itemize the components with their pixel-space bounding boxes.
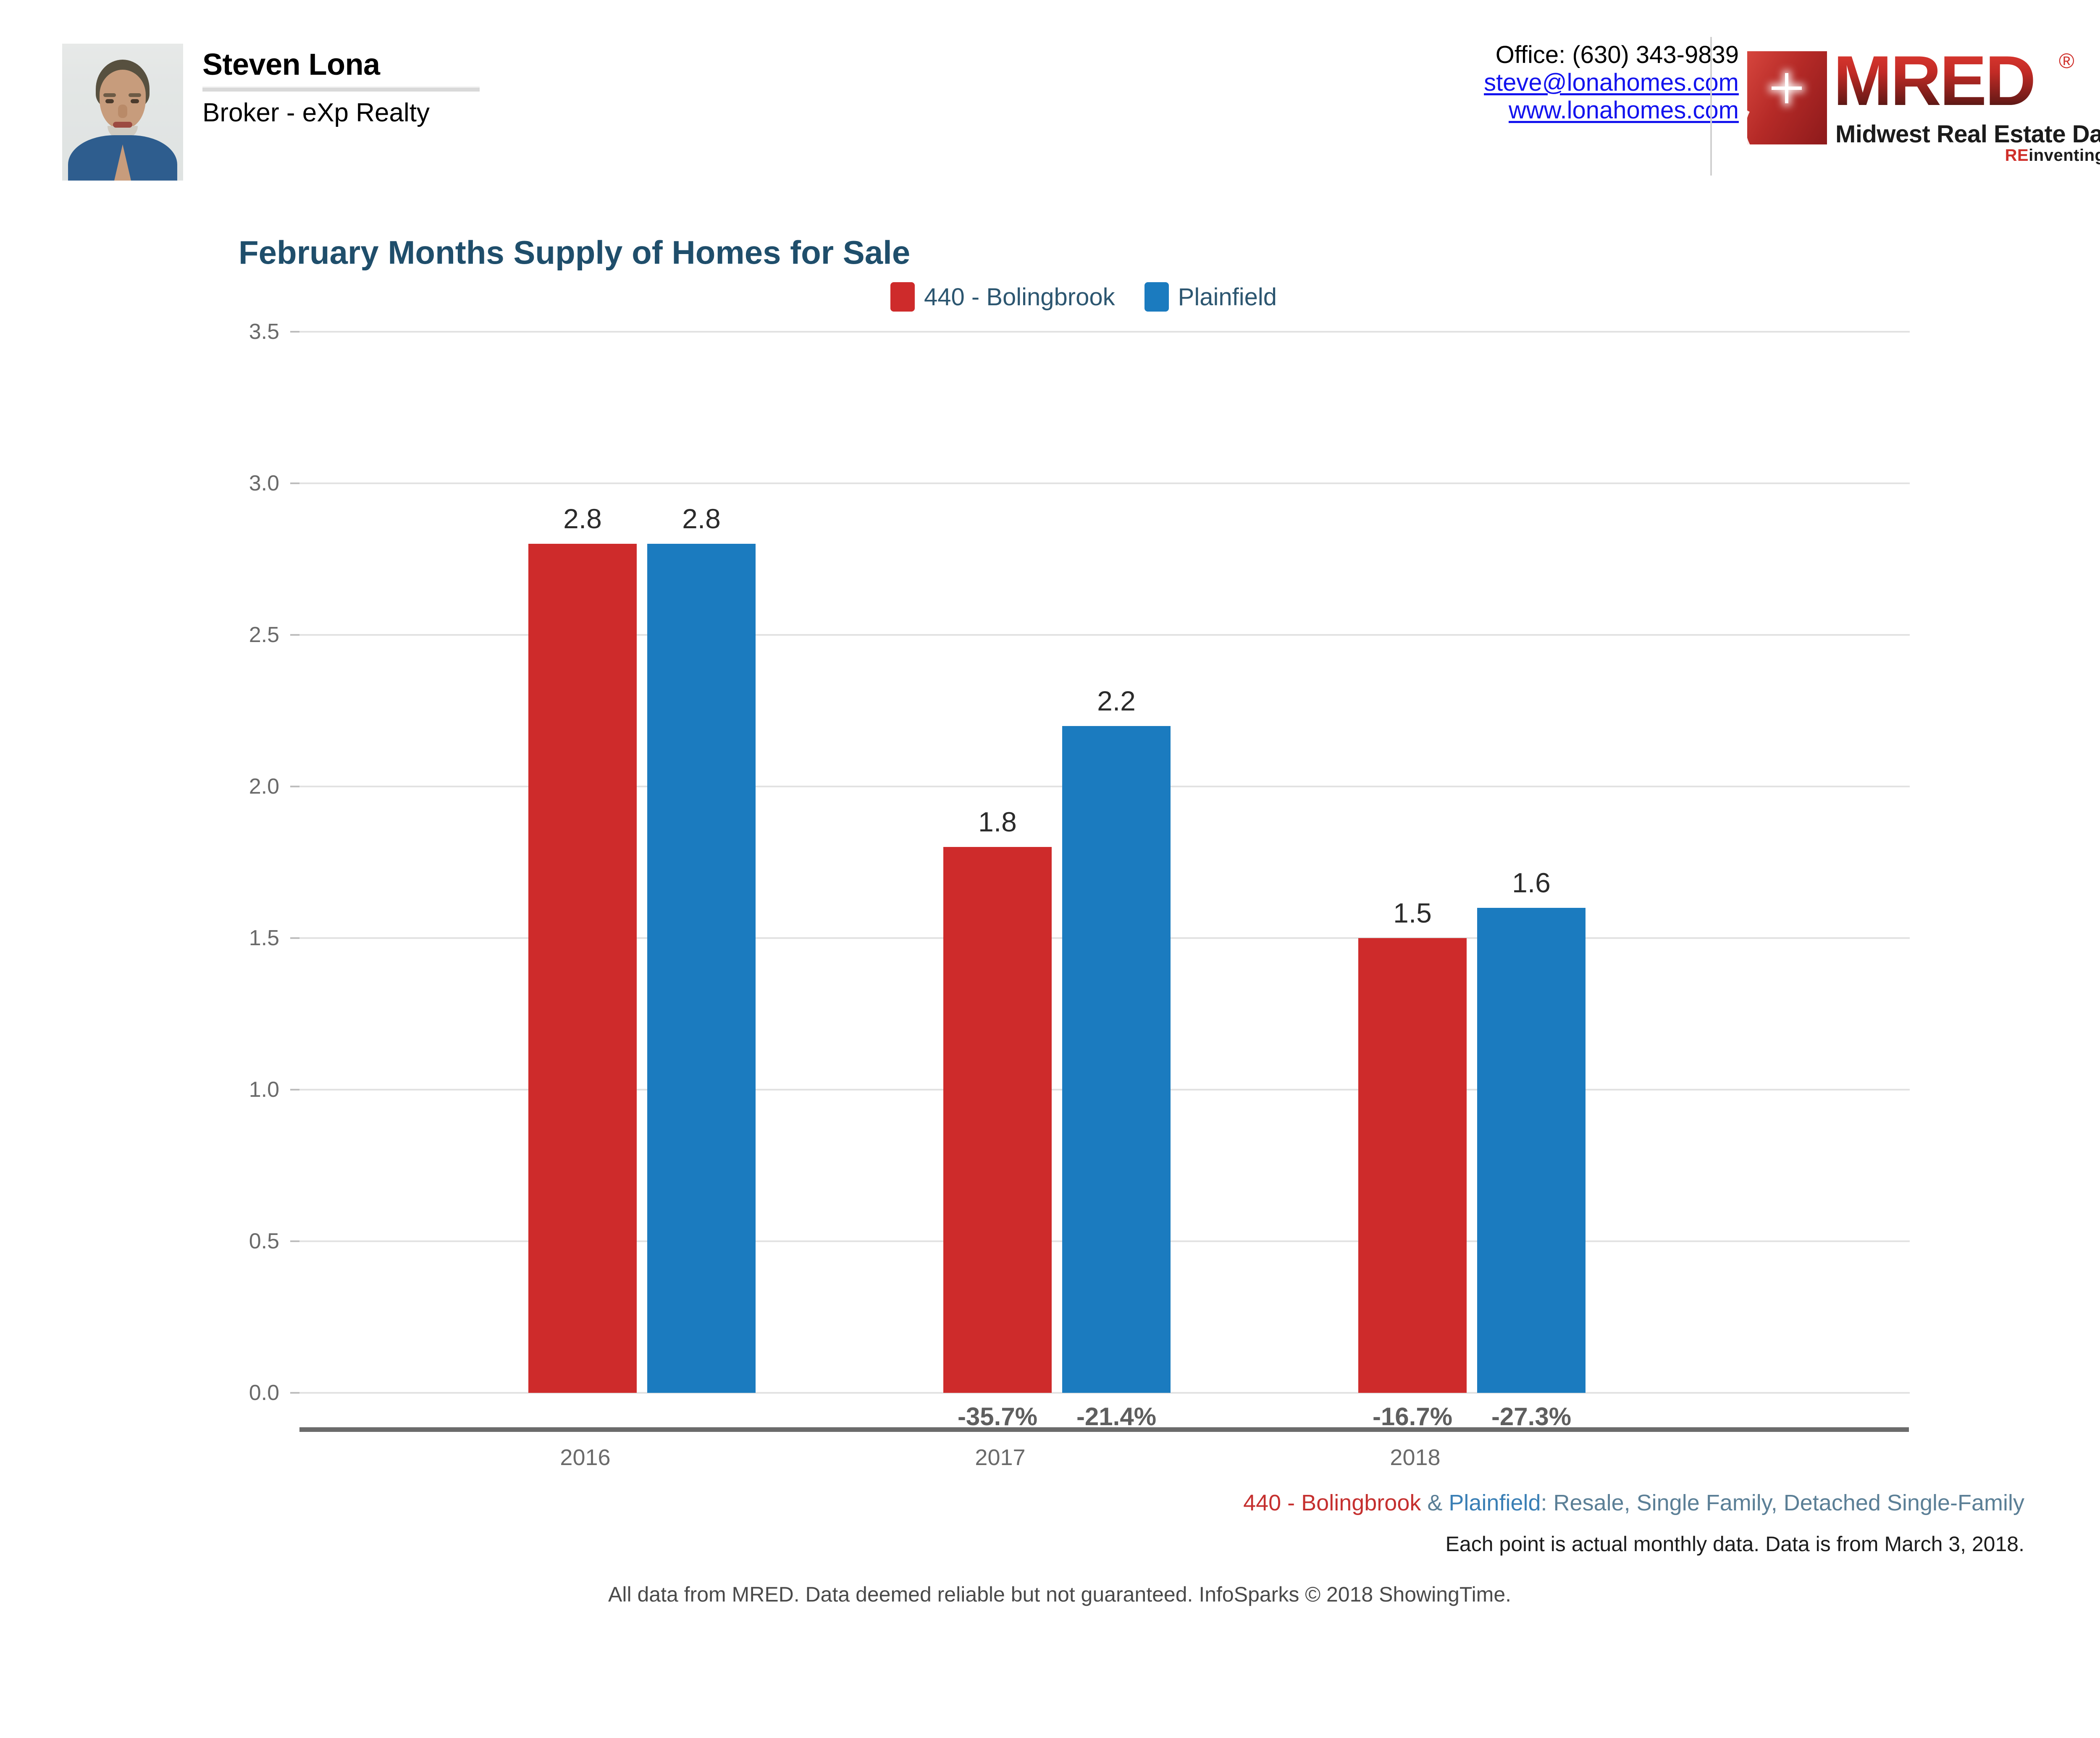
y-axis-tick-mark [290, 1240, 299, 1242]
footer-disclaimer: All data from MRED. Data deemed reliable… [608, 1583, 1512, 1606]
y-axis-tick-label: 0.0 [249, 1381, 279, 1405]
photo-brow-right [129, 93, 141, 97]
legend-label-plainfield: Plainfield [1178, 283, 1277, 311]
bar-change-label: -21.4% [1076, 1402, 1157, 1431]
gridline [299, 634, 1910, 636]
bar-2018-bolingbrook[interactable] [1358, 938, 1467, 1393]
photo-nose [118, 105, 127, 118]
footer-series-blue: Plainfield [1449, 1490, 1541, 1515]
chart-title: February Months Supply of Homes for Sale [239, 234, 911, 271]
y-axis-tick-label: 1.5 [249, 926, 279, 950]
gridline [299, 482, 1910, 484]
agent-identity-block: Steven Lona Broker - eXp Realty [62, 44, 480, 181]
bar-2016-plainfield[interactable] [647, 544, 756, 1393]
bar-value-label: 2.2 [1097, 685, 1136, 716]
y-axis-tick-label: 3.5 [249, 320, 279, 344]
footer-series-amp: & [1421, 1490, 1449, 1515]
footer-series-rest: : Resale, Single Family, Detached Single… [1541, 1490, 2024, 1515]
y-axis-tick-label: 3.0 [249, 471, 279, 495]
bar-2017-bolingbrook[interactable] [943, 847, 1052, 1393]
agent-name: Steven Lona [202, 48, 380, 81]
mred-subtagline: REinventing MLS [2005, 146, 2100, 165]
x-axis-tick-label: 2017 [975, 1445, 1026, 1470]
footer-series-red: 440 - Bolingbrook [1243, 1490, 1421, 1515]
header-vertical-divider [1710, 37, 1712, 176]
page-header: Steven Lona Broker - eXp Realty Office: … [0, 0, 2100, 193]
y-axis-tick-label: 0.5 [249, 1229, 279, 1253]
legend-item-plainfield[interactable]: Plainfield [1144, 282, 1277, 312]
mred-wordmark: MRED [1833, 41, 2036, 120]
footer-series-description: 440 - Bolingbrook & Plainfield: Resale, … [1243, 1490, 2024, 1516]
bar-change-label: -27.3% [1491, 1402, 1572, 1431]
y-axis-tick-mark [290, 634, 299, 636]
legend-item-bolingbrook[interactable]: 440 - Bolingbrook [890, 282, 1115, 312]
bar-change-label: -16.7% [1372, 1402, 1453, 1431]
bar-value-label: 2.8 [682, 503, 721, 535]
photo-mouth [113, 122, 132, 128]
y-axis-tick-mark [290, 1089, 299, 1091]
bar-value-label: 1.6 [1512, 867, 1551, 898]
footer-data-note: Each point is actual monthly data. Data … [1445, 1532, 2024, 1556]
mred-subtagline-accent: RE [2005, 146, 2029, 165]
y-axis-tick-mark [290, 482, 299, 484]
y-axis-tick-label: 2.0 [249, 774, 279, 799]
mred-subtagline-rest: inventing MLS [2029, 146, 2100, 165]
legend-swatch-plainfield [1144, 282, 1169, 312]
bar-2017-plainfield[interactable] [1062, 726, 1171, 1393]
office-phone: Office: (630) 343-9839 [1495, 41, 1739, 68]
chart-plot-area: 2.8 2.8 1.8 2.2 1.5 1.6 [299, 331, 1910, 1394]
registered-trademark-icon: ® [2059, 49, 2074, 73]
y-axis-tick-label: 2.5 [249, 623, 279, 647]
chart-legend: 440 - Bolingbrook Plainfield [890, 282, 1277, 312]
y-axis-tick-mark [290, 937, 299, 939]
y-axis-tick-mark [290, 1392, 299, 1394]
photo-brow-left [103, 93, 116, 97]
legend-label-bolingbrook: 440 - Bolingbrook [924, 283, 1115, 311]
y-axis-tick-mark [290, 786, 299, 787]
photo-eye-left [105, 99, 114, 103]
y-axis-tick-label: 1.0 [249, 1077, 279, 1102]
bar-2016-bolingbrook[interactable] [528, 544, 637, 1393]
legend-swatch-bolingbrook [890, 282, 915, 312]
bar-value-label: 1.8 [978, 806, 1017, 838]
agent-text-block: Steven Lona Broker - eXp Realty [202, 44, 480, 126]
bar-value-label: 2.8 [563, 503, 602, 535]
x-axis-tick-label: 2016 [560, 1445, 611, 1470]
mred-badge-icon [1747, 51, 1827, 144]
agent-photo [62, 44, 183, 181]
x-axis-tick-label: 2018 [1390, 1445, 1441, 1470]
x-axis-line [299, 1427, 1909, 1432]
photo-eye-right [131, 99, 139, 103]
y-axis-tick-mark [290, 331, 299, 333]
mred-logo: MRED ® Midwest Real Estate Data REinvent… [1747, 45, 2100, 167]
y-axis: 0.0 0.5 1.0 1.5 2.0 2.5 3.0 3.5 [0, 320, 299, 1405]
website-link[interactable]: www.lonahomes.com [1509, 97, 1739, 124]
bar-2018-plainfield[interactable] [1477, 907, 1586, 1393]
bar-change-label: -35.7% [957, 1402, 1038, 1431]
bar-value-label: 1.5 [1393, 897, 1432, 928]
agent-divider-rule [202, 87, 480, 92]
gridline [299, 331, 1910, 333]
agent-role: Broker - eXp Realty [202, 98, 430, 127]
contact-block: Office: (630) 343-9839 steve@lonahomes.c… [1210, 41, 1739, 124]
mred-tagline: Midwest Real Estate Data [1835, 121, 2100, 148]
gridline [299, 1392, 1910, 1394]
email-link[interactable]: steve@lonahomes.com [1484, 69, 1739, 97]
